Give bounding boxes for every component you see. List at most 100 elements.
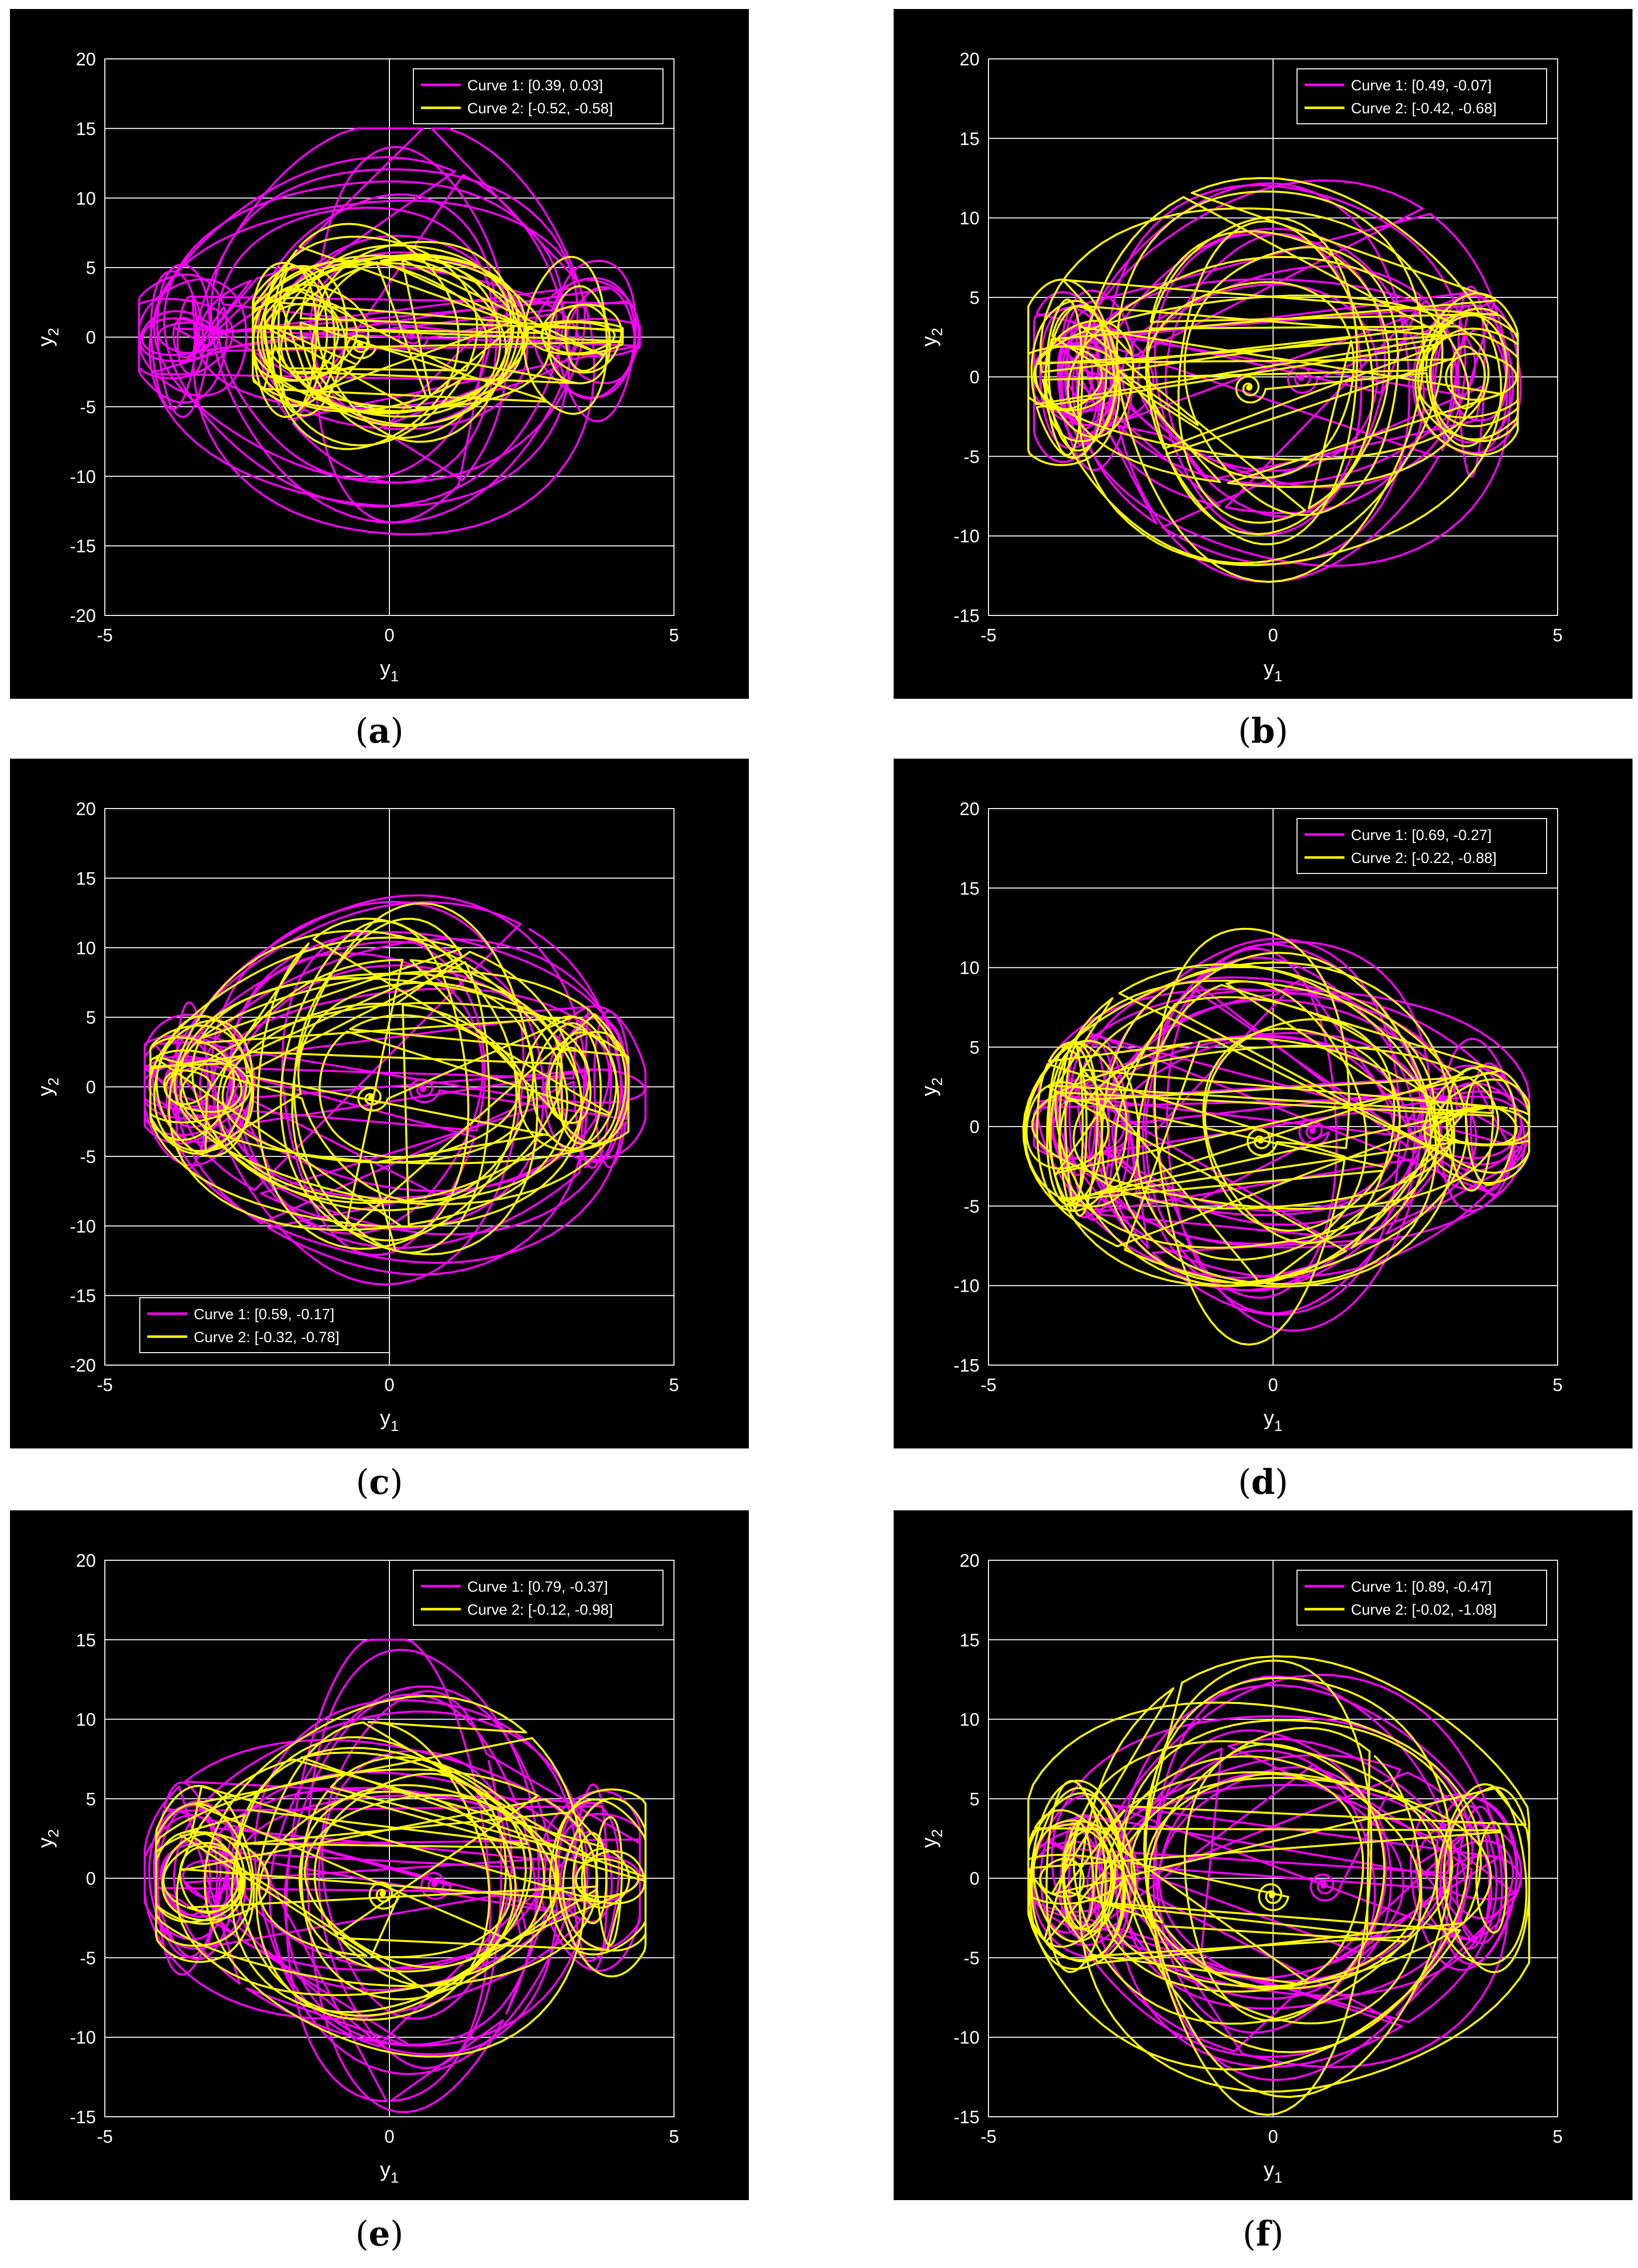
y-tick-label: -10 [70, 2027, 96, 2048]
y-tick-label: 10 [76, 188, 96, 209]
panel-caption-letter: c [369, 1462, 390, 1502]
legend-box [1297, 68, 1547, 124]
series-start-point-1 [420, 1086, 426, 1093]
panel-caption-letter: d [1251, 1462, 1275, 1502]
series-start-point-1 [1298, 375, 1304, 381]
y-axis-label: y2 [917, 328, 946, 347]
series-start-point-2 [356, 342, 363, 348]
y-tick-label: -10 [70, 1216, 96, 1236]
x-tick-label: 5 [669, 2126, 679, 2147]
panel-caption-a: (a) [355, 711, 404, 751]
chart-svg-f: -15 -10 -5 0 5 10 15 20 -5 0 5 y1 y2 Curve 1: [0.89, … [917, 1550, 1563, 2186]
y-tick-label: 15 [960, 1630, 980, 1650]
y-tick-label: 0 [86, 327, 96, 348]
y-tick-label: 20 [76, 49, 96, 69]
y-axis-label: y2 [917, 1829, 946, 1848]
legend-entry-1: Curve 1: [0.39, 0.03] [467, 77, 603, 94]
y-tick-label: -15 [70, 2107, 96, 2127]
y-tick-label: 5 [86, 1007, 96, 1028]
y-tick-label: -15 [70, 1286, 96, 1306]
series-start-point-2 [368, 1095, 374, 1101]
y-tick-label: 20 [76, 1550, 96, 1571]
y-tick-label: 5 [970, 287, 980, 308]
series-start-point-1 [431, 1881, 438, 1887]
y-tick-label: 5 [86, 258, 96, 278]
y-tick-label: 0 [86, 1077, 96, 1098]
x-tick-label: 5 [669, 625, 679, 645]
y-axis-label: y2 [33, 328, 62, 347]
x-tick-label: 0 [384, 625, 394, 645]
series-start-point-1 [1309, 1128, 1315, 1134]
legend: Curve 1: [0.79, -0.37] Curve 2: [-0.12, -… [413, 1570, 663, 1626]
y-tick-label: 10 [960, 1709, 980, 1730]
chart-panel-c: -20 -15 -10 -5 0 5 10 15 20 -5 0 5 y1 y2 Curve 1: [0.5… [10, 759, 749, 1448]
panel-caption-b: (b) [1238, 711, 1289, 751]
legend-entry-1: Curve 1: [0.49, -0.07] [1351, 77, 1492, 94]
legend-box [1297, 818, 1547, 874]
y-tick-label: 5 [970, 1037, 980, 1058]
y-tick-label: 20 [960, 799, 980, 819]
chart-panel-b: -15 -10 -5 0 5 10 15 20 -5 0 5 y1 y2 Curve 1: [0.49, … [894, 9, 1633, 699]
chart-svg-d: -15 -10 -5 0 5 10 15 20 -5 0 5 y1 y2 Curve 1: [0.69, … [917, 799, 1563, 1434]
series-start-point-1 [1320, 1883, 1327, 1889]
series-curve-2 [1027, 1655, 1530, 2116]
legend: Curve 1: [0.49, -0.07] Curve 2: [-0.42, -… [1297, 68, 1547, 124]
chart-panel-f: -15 -10 -5 0 5 10 15 20 -5 0 5 y1 y2 Curve 1: [0.89, … [894, 1510, 1633, 2200]
legend: Curve 1: [0.89, -0.47] Curve 2: [-0.02, -… [1297, 1570, 1547, 1626]
y-tick-label: -10 [70, 466, 96, 487]
legend: Curve 1: [0.59, -0.17] Curve 2: [-0.32, -… [139, 1297, 390, 1353]
y-axis-label: y2 [33, 1078, 62, 1097]
series-curve-2 [155, 1695, 647, 2058]
series-curve-1 [143, 1639, 641, 2113]
chart-panel-d: -15 -10 -5 0 5 10 15 20 -5 0 5 y1 y2 Curve 1: [0.69, … [894, 759, 1633, 1448]
x-tick-label: 5 [1553, 625, 1563, 645]
y-tick-label: -20 [70, 605, 96, 626]
y-tick-label: -10 [954, 1276, 980, 1296]
panel-caption-e: (e) [355, 2214, 404, 2254]
legend: Curve 1: [0.69, -0.27] Curve 2: [-0.22, -… [1297, 818, 1547, 874]
chart-svg-c: -20 -15 -10 -5 0 5 10 15 20 -5 0 5 y1 y2 Curve 1: [0.5… [33, 799, 679, 1434]
y-tick-label: 15 [76, 868, 96, 888]
legend-box [413, 1570, 663, 1626]
y-tick-label: 10 [76, 1709, 96, 1730]
y-tick-label: 0 [970, 367, 980, 387]
panel-caption-f: (f) [1242, 2214, 1284, 2254]
y-tick-label: -20 [70, 1355, 96, 1376]
y-tick-label: -5 [80, 397, 96, 417]
series-curve-2 [252, 223, 624, 450]
x-axis-label: y1 [1264, 1406, 1283, 1434]
chart-svg-a: -20 -15 -10 -5 0 5 10 15 20 -5 0 5 y1 y2 Curve 1: [0.3… [33, 49, 679, 685]
y-tick-label: 15 [76, 1630, 96, 1650]
y-tick-label: 0 [86, 1868, 96, 1889]
y-tick-label: 0 [970, 1868, 980, 1889]
legend-entry-1: Curve 1: [0.59, -0.17] [194, 1306, 334, 1323]
series-curve-1 [138, 127, 641, 536]
x-axis-label: y1 [380, 656, 399, 685]
series-start-point-2 [1246, 384, 1253, 391]
x-tick-label: -5 [97, 2126, 113, 2147]
y-tick-label: -5 [964, 1948, 980, 1968]
y-tick-label: -15 [954, 2107, 980, 2127]
y-tick-label: -10 [954, 2027, 980, 2048]
y-tick-label: 5 [86, 1789, 96, 1809]
y-tick-label: 10 [960, 958, 980, 978]
panel-caption-letter: f [1256, 2214, 1271, 2254]
y-tick-label: -10 [954, 526, 980, 547]
series-curve-2 [1022, 927, 1530, 1346]
y-tick-label: -15 [954, 605, 980, 626]
legend: Curve 1: [0.39, 0.03] Curve 2: [-0.52, -0… [413, 68, 663, 124]
x-tick-label: -5 [97, 625, 113, 645]
x-axis-label: y1 [1264, 656, 1283, 685]
y-tick-label: 20 [960, 49, 980, 69]
y-tick-label: 10 [960, 208, 980, 229]
y-tick-label: 15 [960, 878, 980, 898]
y-tick-label: -5 [964, 1196, 980, 1216]
legend-entry-2: Curve 2: [-0.52, -0.58] [467, 100, 613, 117]
y-tick-label: 15 [76, 118, 96, 139]
legend-entry-2: Curve 2: [-0.32, -0.78] [194, 1329, 339, 1346]
y-tick-label: 0 [970, 1117, 980, 1137]
x-tick-label: 0 [384, 2126, 394, 2147]
series-start-point-2 [1269, 1892, 1275, 1899]
x-tick-label: -5 [981, 1375, 996, 1395]
legend-entry-1: Curve 1: [0.89, -0.47] [1351, 1579, 1492, 1595]
